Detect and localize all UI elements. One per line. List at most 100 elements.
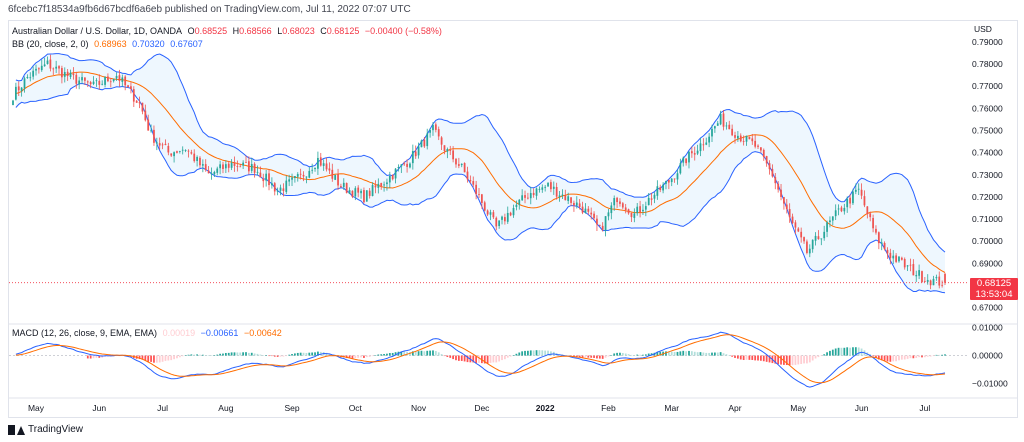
macd-histogram-bar — [86, 355, 89, 359]
macd-histogram-bar — [814, 355, 817, 359]
macd-histogram-bar — [452, 355, 454, 360]
macd-histogram-bar — [869, 354, 872, 356]
macd-histogram-bar — [944, 354, 946, 356]
candle-body — [351, 190, 354, 197]
time-axis-tick-label: May — [28, 403, 45, 413]
macd-histogram-bar — [699, 352, 702, 356]
candle-body — [285, 180, 288, 192]
macd-histogram-bar — [279, 355, 282, 357]
macd-histogram-bar — [98, 355, 101, 358]
macd-histogram-bar — [138, 355, 141, 360]
candle-body — [923, 281, 926, 282]
candle-body — [512, 208, 515, 216]
macd-histogram-bar — [242, 352, 245, 356]
macd-histogram-bar — [837, 347, 840, 356]
candle-body — [61, 68, 63, 78]
price-axis-tick-label: 0.73000 — [972, 170, 1003, 180]
macd-histogram-bar — [437, 352, 440, 356]
candle-body — [187, 150, 190, 152]
candle-body — [561, 194, 564, 196]
candle-body — [325, 163, 328, 170]
candle-body — [132, 89, 135, 102]
macd-histogram-bar — [690, 351, 693, 356]
candle-body — [190, 152, 193, 154]
macd-histogram-bar — [250, 352, 253, 356]
candle-body — [584, 208, 587, 213]
macd-axis-tick-label: 0.01000 — [972, 322, 1003, 332]
footer-brand-text: TradingView — [28, 424, 84, 435]
candle-body — [43, 64, 46, 67]
candle-body — [210, 173, 213, 175]
candle-body — [725, 125, 728, 127]
candle-body — [256, 171, 259, 173]
candle-body — [765, 156, 768, 164]
macd-axis-tick-label: 0.00000 — [972, 351, 1003, 361]
macd-histogram-bar — [803, 355, 805, 364]
candle-body — [345, 183, 348, 193]
candle-body — [40, 65, 43, 71]
candle-body — [135, 100, 138, 103]
macd-histogram-bar — [181, 355, 184, 357]
macd-histogram-bar — [463, 355, 466, 362]
macd-histogram-bar — [394, 352, 397, 356]
candle-body — [236, 166, 239, 167]
macd-histogram-bar — [506, 355, 509, 358]
macd-histogram-bar — [716, 352, 719, 356]
footer-brand[interactable]: TradingView — [8, 424, 83, 435]
macd-histogram-bar — [224, 352, 227, 356]
candle-body — [196, 156, 198, 161]
macd-histogram-bar — [475, 355, 478, 363]
candle-body — [52, 68, 55, 70]
macd-histogram-bar — [233, 352, 236, 356]
candle-body — [693, 153, 696, 155]
candle-body — [23, 78, 26, 89]
macd-histogram-bar — [504, 355, 506, 360]
macd-histogram-bar — [754, 355, 757, 361]
macd-histogram-bar — [774, 355, 777, 364]
time-axis-tick-label: Jun — [92, 403, 106, 413]
macd-histogram-bar — [509, 355, 512, 357]
macd-histogram-bar — [417, 351, 420, 356]
macd-histogram-bar — [460, 355, 463, 361]
candle-body — [705, 142, 708, 145]
candle-body — [613, 198, 616, 206]
candle-body — [224, 164, 227, 169]
bb-upper-value: 0.70320 — [132, 39, 165, 49]
time-axis-tick-label: Dec — [474, 403, 490, 413]
macd-histogram-bar — [299, 352, 302, 356]
candle-body — [921, 271, 923, 283]
macd-histogram-bar — [317, 351, 319, 356]
candle-body — [69, 72, 72, 77]
candle-body — [667, 180, 670, 183]
macd-histogram-bar — [616, 352, 618, 356]
candle-body — [340, 186, 342, 188]
candle-body — [604, 216, 607, 231]
macd-histogram-bar — [144, 355, 147, 361]
candle-body — [501, 216, 503, 220]
candle-body — [247, 161, 250, 172]
chart-frame[interactable] — [8, 20, 1018, 418]
high-label: H — [232, 26, 240, 36]
macd-histogram-bar — [745, 355, 748, 360]
macd-histogram-bar — [207, 355, 210, 356]
macd-histogram-bar — [906, 355, 909, 359]
candle-body — [29, 77, 32, 79]
macd-histogram-bar — [518, 352, 521, 356]
candle-body — [400, 164, 403, 167]
symbol-name: Australian Dollar / U.S. Dollar, 1D, OAN… — [12, 26, 183, 36]
candle-body — [423, 139, 426, 147]
candle-body — [216, 168, 219, 173]
macd-histogram-bar — [811, 355, 814, 361]
macd-histogram-bar — [265, 355, 268, 356]
candle-body — [935, 277, 938, 279]
candle-body — [880, 242, 883, 244]
candle-body — [573, 202, 575, 206]
macd-histogram-bar — [926, 355, 929, 357]
macd-histogram-bar — [673, 351, 676, 356]
macd-histogram-bar — [311, 352, 314, 356]
candle-body — [716, 123, 719, 126]
candle-body — [886, 249, 889, 254]
macd-histogram-bar — [656, 351, 659, 356]
candle-body — [130, 86, 132, 89]
